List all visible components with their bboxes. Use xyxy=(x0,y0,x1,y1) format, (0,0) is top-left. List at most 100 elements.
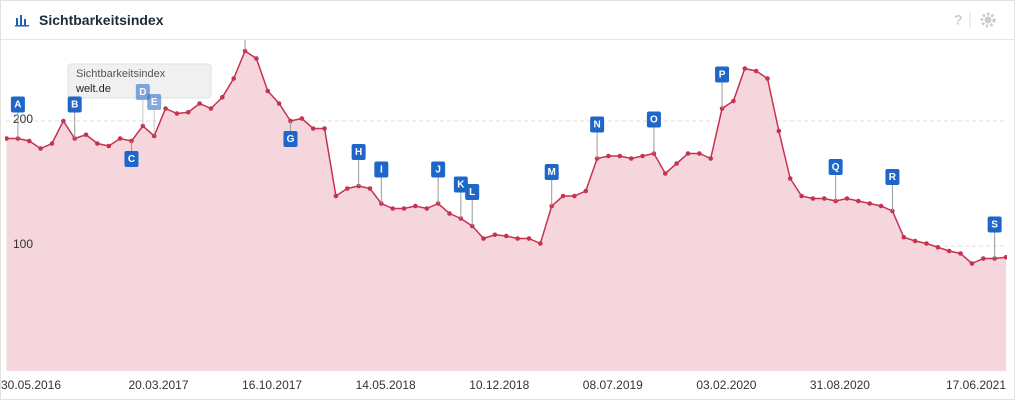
annotation-label: G xyxy=(287,134,295,145)
annotation[interactable]: K xyxy=(453,176,468,219)
annotation[interactable]: M xyxy=(544,164,559,206)
annotation[interactable]: A xyxy=(10,96,25,139)
tooltip-text: welt.de xyxy=(75,83,111,95)
annotation[interactable]: B xyxy=(67,96,82,139)
point xyxy=(776,128,782,134)
annotation-label: I xyxy=(380,165,383,176)
annotation-box xyxy=(351,144,366,160)
y-tick-label: 100 xyxy=(13,237,33,251)
annotation[interactable]: R xyxy=(885,169,900,211)
annotation[interactable]: C xyxy=(124,141,139,167)
x-tick-label: 31.08.2020 xyxy=(810,378,870,392)
point xyxy=(628,156,634,161)
annotation-box xyxy=(715,66,730,83)
point xyxy=(163,106,168,111)
point xyxy=(185,109,191,115)
point xyxy=(901,234,907,240)
tooltip-title: Sichtbarkeitsindex xyxy=(76,68,166,80)
annotation-label: L xyxy=(469,187,475,198)
point xyxy=(49,141,55,146)
annotation[interactable]: Q xyxy=(828,159,843,201)
annotation-label: C xyxy=(128,154,135,165)
annotation-box xyxy=(828,159,843,175)
annotation[interactable]: S xyxy=(987,216,1002,259)
annotation-label: E xyxy=(151,97,158,108)
point xyxy=(560,193,566,199)
point xyxy=(526,236,532,241)
point xyxy=(787,176,793,181)
point xyxy=(5,136,9,141)
settings-icon[interactable] xyxy=(980,12,996,28)
point xyxy=(344,186,350,191)
point xyxy=(276,101,282,106)
point xyxy=(231,76,236,81)
point xyxy=(38,146,43,151)
point xyxy=(674,161,679,166)
point xyxy=(117,136,123,141)
point xyxy=(924,241,929,246)
annotation[interactable]: O xyxy=(646,111,661,154)
plot-area xyxy=(5,48,1007,371)
help-icon[interactable]: ? xyxy=(954,12,963,28)
annotation-label: M xyxy=(548,167,556,178)
annotation[interactable]: D xyxy=(135,84,150,126)
annotation[interactable]: G xyxy=(283,121,298,147)
point xyxy=(106,143,112,149)
point xyxy=(583,188,589,194)
x-tick-label: 16.10.2017 xyxy=(242,378,302,392)
point xyxy=(708,156,714,161)
annotation-box xyxy=(135,84,150,100)
point xyxy=(197,101,202,106)
annotation[interactable]: L xyxy=(465,184,480,226)
annotation-label: B xyxy=(71,100,78,111)
point xyxy=(606,153,611,159)
x-tick-label: 14.05.2018 xyxy=(356,378,416,392)
annotation[interactable]: P xyxy=(715,66,730,109)
point xyxy=(95,141,100,146)
chart: 100 200 30.05.2016 20.03.2017 16.10.2017 14.0… xyxy=(1,40,1007,392)
point xyxy=(401,206,407,211)
annotation-box xyxy=(147,94,162,110)
annotation-box xyxy=(10,96,25,113)
point xyxy=(413,203,418,209)
annotation-label: K xyxy=(457,180,465,191)
x-tick-label: 17.06.2021 xyxy=(946,378,1006,392)
annotation-box xyxy=(283,131,298,147)
annotation[interactable]: F xyxy=(238,40,252,51)
annotation[interactable]: N xyxy=(590,116,605,159)
point xyxy=(220,94,225,100)
annotation-label: N xyxy=(594,120,601,131)
annotation-box xyxy=(465,184,480,200)
point xyxy=(935,244,941,250)
annotation-box xyxy=(67,96,82,113)
annotation-box xyxy=(374,161,389,178)
annotation[interactable]: I xyxy=(374,161,389,204)
point xyxy=(129,138,134,144)
point xyxy=(367,186,373,191)
annotation-label: O xyxy=(650,115,658,126)
annotation-label: Q xyxy=(832,162,840,173)
annotation-label: R xyxy=(889,172,897,183)
area xyxy=(6,51,1007,371)
point xyxy=(390,206,395,211)
point xyxy=(617,153,623,159)
point xyxy=(322,126,327,131)
x-tick-label: 10.12.2018 xyxy=(469,378,529,392)
tooltip: Sichtbarkeitsindex welt.de xyxy=(67,63,212,99)
point xyxy=(685,151,691,156)
point xyxy=(799,193,804,199)
widget-title: Sichtbarkeitsindex xyxy=(39,12,164,28)
point xyxy=(265,88,271,94)
annotation[interactable]: J xyxy=(431,161,446,204)
x-tick-label: 03.02.2020 xyxy=(696,378,756,392)
point xyxy=(810,196,816,201)
point xyxy=(492,232,498,238)
point xyxy=(912,238,918,244)
annotation-box xyxy=(124,151,139,167)
annotation[interactable]: E xyxy=(147,94,162,136)
annotation[interactable]: H xyxy=(351,144,366,186)
annotation-label: S xyxy=(991,220,998,231)
point xyxy=(753,68,759,74)
point xyxy=(538,241,543,246)
point xyxy=(424,206,430,211)
